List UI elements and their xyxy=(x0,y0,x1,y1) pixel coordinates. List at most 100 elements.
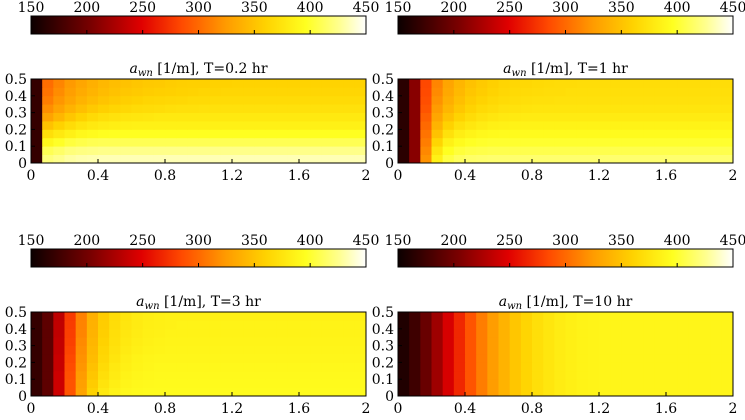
heatmap-cell xyxy=(343,112,356,122)
heatmap-cell xyxy=(53,129,65,139)
heatmap-cell xyxy=(442,87,455,97)
heatmap-cell xyxy=(165,379,177,388)
heatmap-cell xyxy=(254,312,266,321)
title-rest: [1/m], T=3 hr xyxy=(160,294,262,310)
y-tick-label: 0.4 xyxy=(372,89,394,105)
heatmap-cell xyxy=(321,154,333,164)
colorbar-tick-label: 300 xyxy=(552,0,579,16)
heatmap-cell xyxy=(654,112,667,122)
heatmap-cell xyxy=(509,370,522,380)
heatmap-cell xyxy=(120,320,132,330)
heatmap-cell xyxy=(354,95,367,105)
heatmap-cell xyxy=(398,337,410,346)
heatmap-cell xyxy=(254,87,266,97)
heatmap-cell xyxy=(120,137,132,147)
heatmap-cell xyxy=(98,121,110,130)
heatmap-cell xyxy=(465,387,477,397)
heatmap-cell xyxy=(498,95,511,105)
heatmap-cell xyxy=(64,104,77,113)
heatmap-cell xyxy=(232,312,244,321)
colorbar-tick-label: 150 xyxy=(18,0,45,16)
heatmap-cell xyxy=(131,337,144,346)
heatmap-cell xyxy=(131,328,144,338)
heatmap-cell xyxy=(487,362,499,372)
heatmap-cell xyxy=(532,95,544,105)
heatmap-cell xyxy=(120,337,132,346)
heatmap-cell xyxy=(487,112,499,122)
heatmap-cell xyxy=(699,112,712,122)
heatmap-cell xyxy=(666,137,678,147)
heatmap-cell xyxy=(520,370,533,380)
heatmap-cell xyxy=(420,95,432,105)
heatmap-cell xyxy=(520,79,533,88)
heatmap-cell xyxy=(299,112,311,122)
heatmap-cell xyxy=(75,104,88,113)
heatmap-cell xyxy=(310,121,322,130)
heatmap-cell xyxy=(310,387,322,397)
heatmap-cell xyxy=(498,154,511,164)
heatmap-cell xyxy=(142,354,155,363)
heatmap-cell xyxy=(543,345,555,355)
heatmap-cell xyxy=(643,79,656,88)
heatmap-cell xyxy=(409,129,421,139)
heatmap-cell xyxy=(276,79,289,88)
heatmap-cell xyxy=(232,121,244,130)
heatmap-cell xyxy=(420,362,432,372)
heatmap-cell xyxy=(165,337,177,346)
heatmap-cell xyxy=(354,328,367,338)
heatmap-cell xyxy=(610,345,622,355)
heatmap-cell xyxy=(487,154,499,164)
heatmap-cell xyxy=(476,121,488,130)
heatmap-cell xyxy=(554,146,566,155)
heatmap-cell xyxy=(621,362,633,372)
heatmap-cell xyxy=(98,345,110,355)
heatmap-cell xyxy=(232,328,244,338)
heatmap-cell xyxy=(688,104,700,113)
heatmap-cell xyxy=(520,328,533,338)
heatmap-cell xyxy=(576,354,589,363)
heatmap-cell xyxy=(576,370,589,380)
heatmap-cell xyxy=(131,79,144,88)
heatmap-cell xyxy=(287,154,300,164)
heatmap-cell xyxy=(532,354,544,363)
heatmap-cell xyxy=(431,129,444,139)
heatmap-cell xyxy=(354,154,367,164)
heatmap-cell xyxy=(142,104,155,113)
heatmap-cell xyxy=(409,87,421,97)
heatmap-cell xyxy=(554,121,566,130)
y-tick-label: 0.5 xyxy=(372,305,394,321)
heatmap-cell xyxy=(476,345,488,355)
heatmap-cell xyxy=(209,354,222,363)
heatmap-cell xyxy=(64,79,77,88)
heatmap-cell xyxy=(354,87,367,97)
heatmap-cell xyxy=(409,387,421,397)
heatmap-cell xyxy=(42,345,54,355)
heatmap-cell xyxy=(431,104,444,113)
heatmap-cell xyxy=(632,370,645,380)
heatmap-cell xyxy=(409,95,421,105)
heatmap-cell xyxy=(98,320,110,330)
heatmap-cell xyxy=(287,354,300,363)
heatmap-cell xyxy=(554,95,566,105)
heatmap-cell xyxy=(276,146,289,155)
heatmap-cell xyxy=(565,387,578,397)
heatmap-cell xyxy=(131,137,144,147)
heatmap-cell xyxy=(442,328,455,338)
heatmap-cell xyxy=(587,312,600,321)
heatmap-cell xyxy=(31,379,43,388)
heatmap-cell xyxy=(64,312,77,321)
heatmap-cell xyxy=(220,104,233,113)
heatmap-cell xyxy=(310,312,322,321)
x-tick-label: 2 xyxy=(729,401,738,417)
heatmap-cell xyxy=(498,362,511,372)
heatmap-cell xyxy=(398,387,410,397)
heatmap-cell xyxy=(198,354,211,363)
heatmap-cell xyxy=(398,370,410,380)
heatmap-cell xyxy=(299,312,311,321)
heatmap-cell xyxy=(86,129,99,139)
heatmap-cell xyxy=(153,154,166,164)
heatmap-cell xyxy=(343,320,356,330)
heatmap-cell xyxy=(142,129,155,139)
heatmap-cell xyxy=(654,146,667,155)
